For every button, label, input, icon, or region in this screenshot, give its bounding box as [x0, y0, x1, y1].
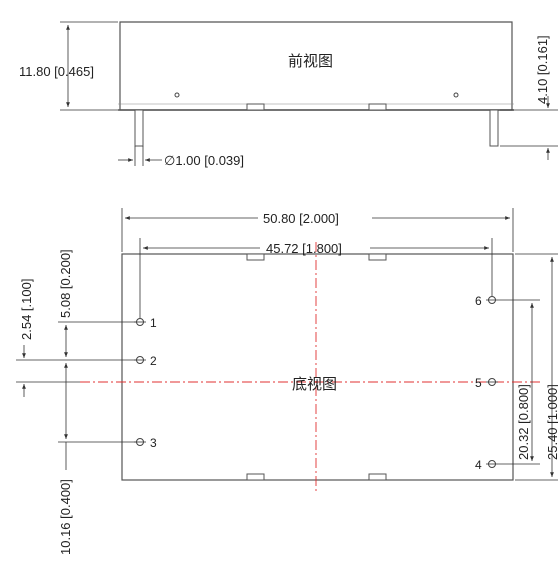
bottom-body-outline	[121, 253, 514, 481]
bottom-standoff-top-1	[246, 253, 265, 261]
front-pin-right	[489, 109, 499, 147]
pin-4-label: 4	[475, 458, 482, 472]
pin-6: 6	[475, 294, 498, 308]
front-pin-left	[134, 109, 144, 147]
bottom-left-dim-2-54: 2.54 [.100]	[19, 279, 34, 340]
bottom-view: 底视图 1 2 3 6 5	[16, 208, 558, 555]
bottom-standoff-top-2	[368, 253, 387, 261]
bottom-left-dim-10-16: 10.16 [0.400]	[58, 479, 73, 555]
bottom-width-dim: 50.80 [2.000]	[263, 211, 339, 226]
pin-5-label: 5	[475, 376, 482, 390]
pin-2-label: 2	[150, 354, 157, 368]
bottom-pin-span-dim: 45.72 [1.800]	[266, 241, 342, 256]
front-standoff-2	[368, 103, 387, 111]
front-standoff-1	[246, 103, 265, 111]
front-pin-length-dim: 4.10 [0.161]	[535, 35, 550, 104]
bottom-right-dim-25-40: 25.40 [1.000]	[545, 384, 558, 460]
front-dot-left	[174, 92, 180, 98]
pin-6-label: 6	[475, 294, 482, 308]
bottom-standoff-bottom-2	[368, 473, 387, 481]
pin-1-label: 1	[150, 316, 157, 330]
front-height-dim: 11.80 [0.465]	[19, 64, 94, 79]
front-view-title: 前视图	[288, 52, 333, 70]
bottom-right-dim-20-32: 20.32 [0.800]	[516, 384, 531, 460]
pin-3-label: 3	[150, 436, 157, 450]
bottom-left-dim-5-08: 5.08 [0.200]	[58, 249, 73, 318]
front-dot-right	[453, 92, 459, 98]
front-pin-diameter-dim: ∅1.00 [0.039]	[164, 153, 244, 168]
pin-4: 4	[475, 458, 498, 472]
bottom-view-title: 底视图	[292, 375, 337, 393]
bottom-standoff-bottom-1	[246, 473, 265, 481]
front-view: 前视图 11.80 [0.465] 4.10 [0.161] ∅1.00 [0.…	[19, 21, 558, 168]
pin-5: 5	[475, 376, 498, 390]
